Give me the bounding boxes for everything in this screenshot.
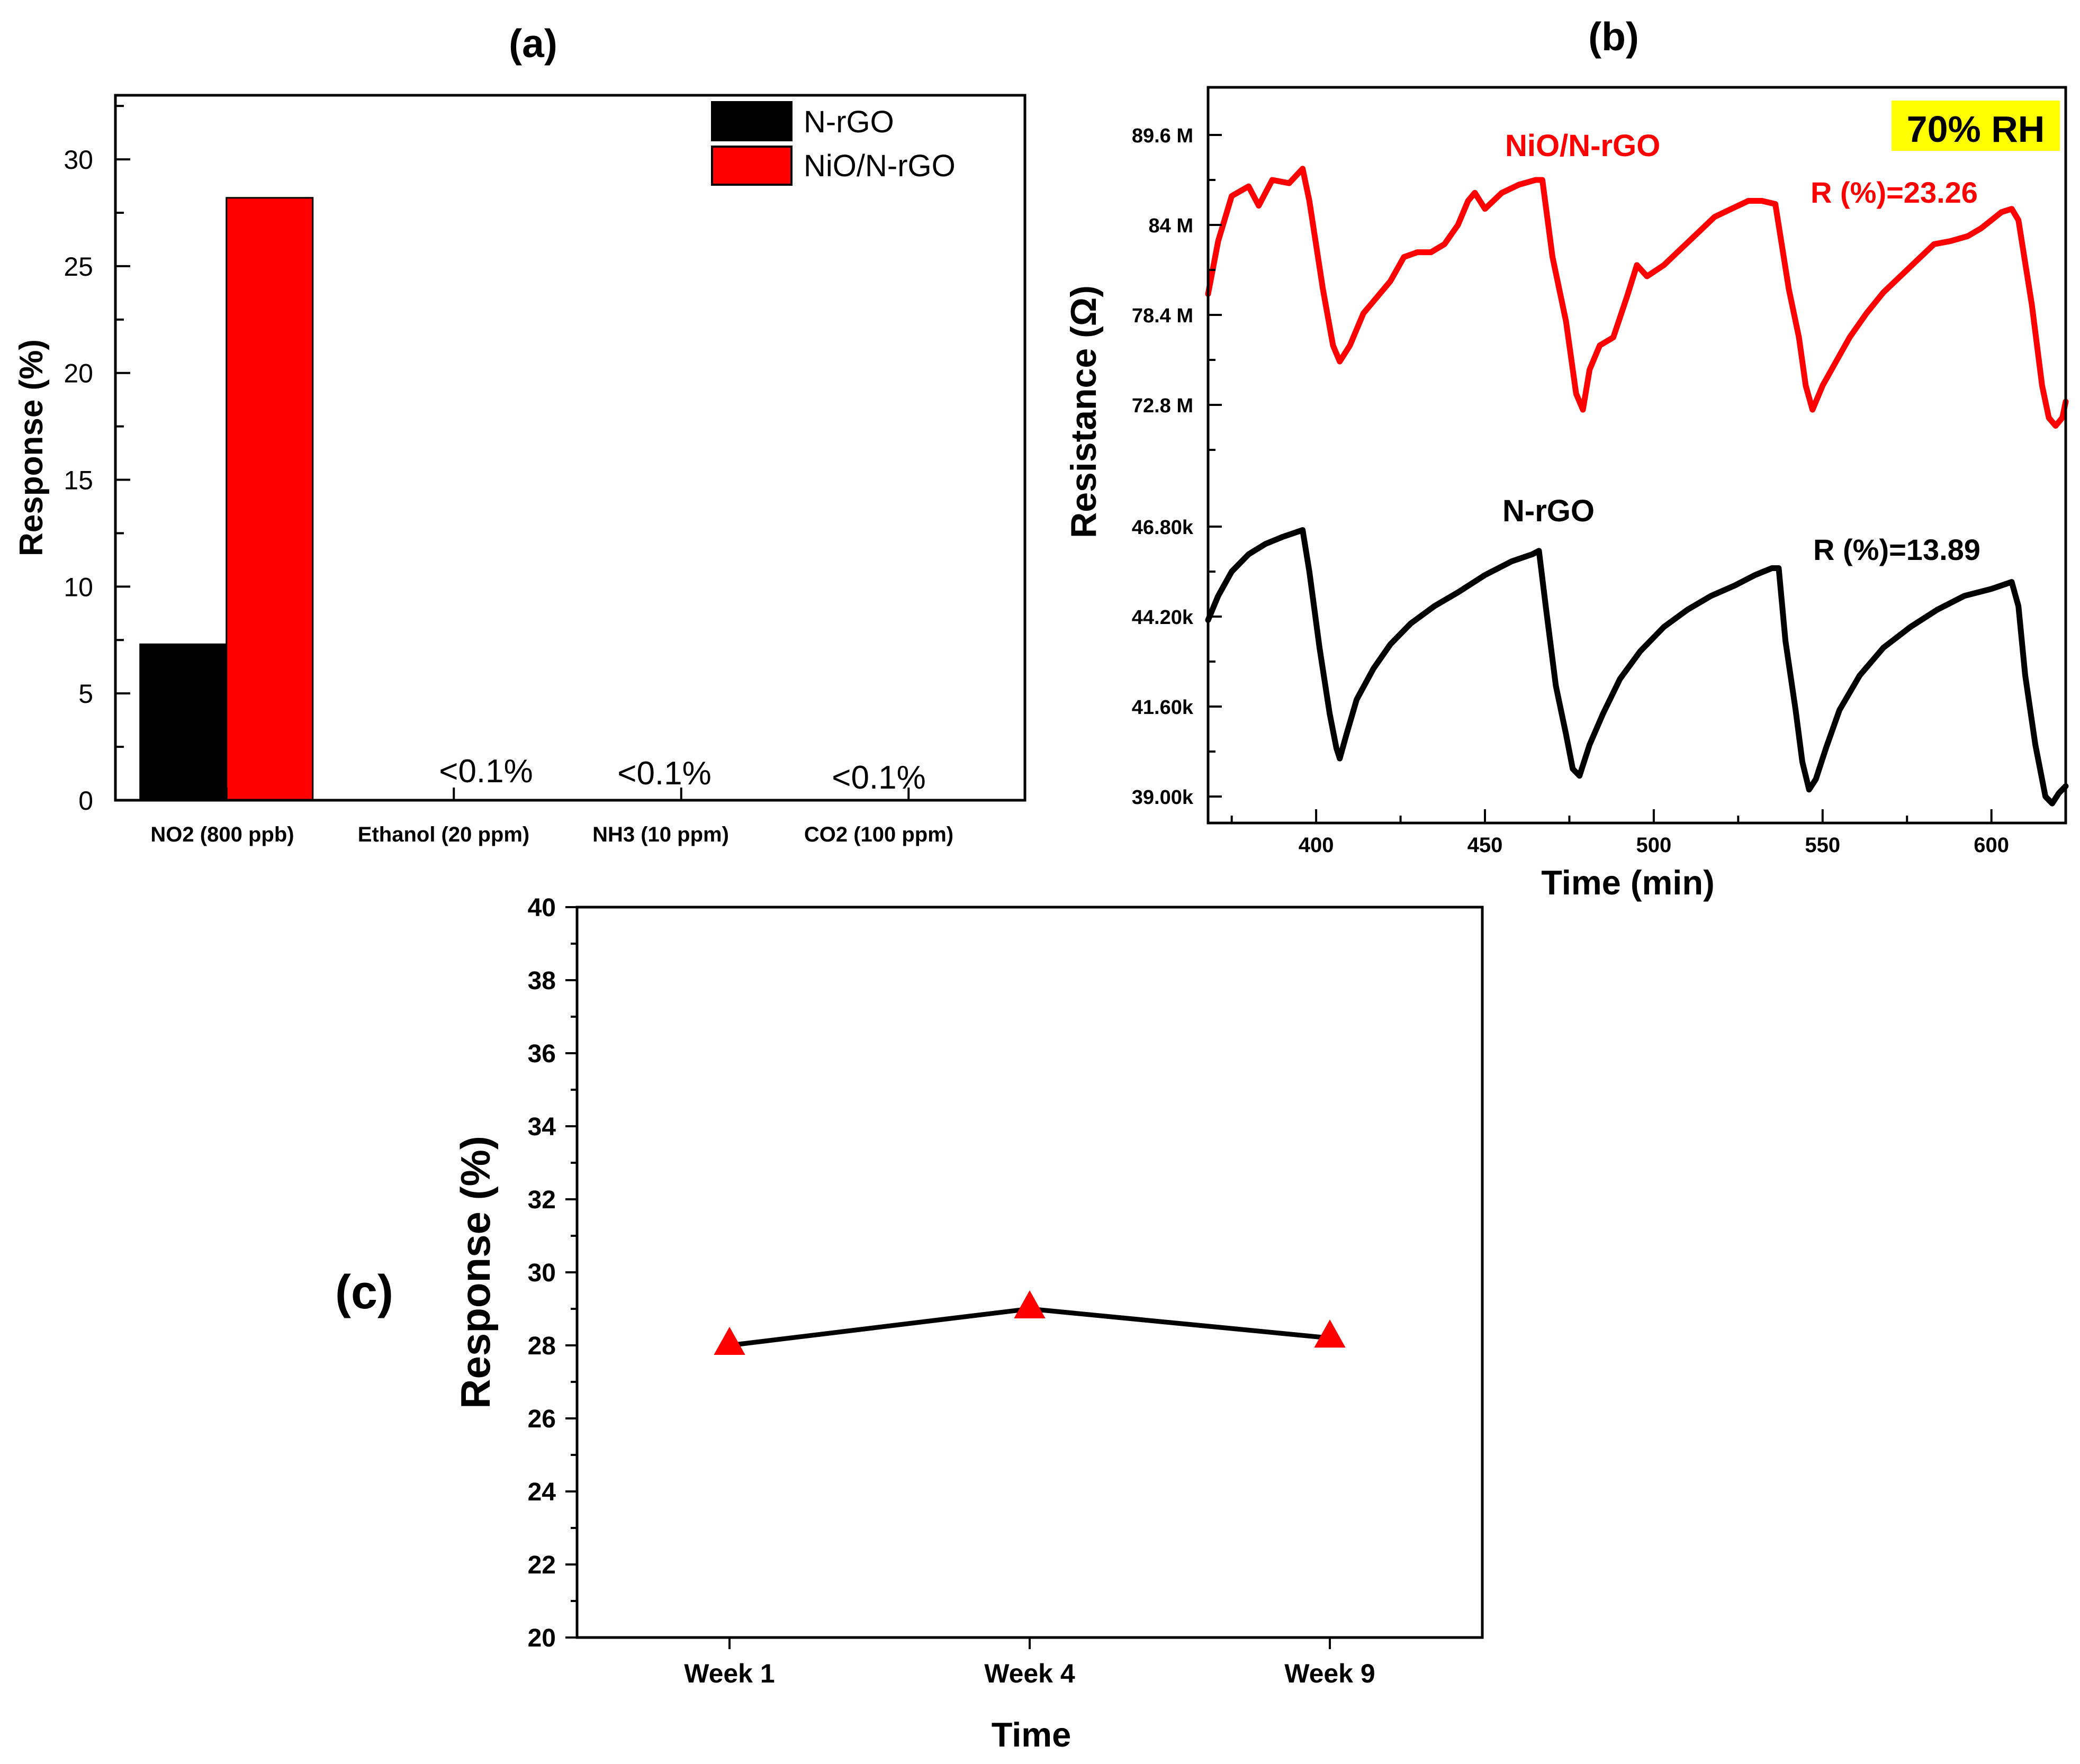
y-tick-label: 44.20k (1132, 607, 1194, 629)
legend-swatch-n-rgo (711, 101, 793, 141)
y-tick-label: 41.60k (1132, 696, 1194, 719)
y-tick-label: 32 (528, 1186, 556, 1214)
annotation-label: <0.1% (617, 755, 712, 792)
panel-b-plot-frame (1206, 86, 2067, 825)
x-tick-label: Week 9 (1284, 1659, 1375, 1688)
panel-a-y-label: Response (%) (13, 339, 50, 556)
panel-a-legend: N-rGO NiO/N-rGO (711, 101, 956, 186)
x-tick-label: Ethanol (20 ppm) (358, 823, 529, 846)
y-tick-label: 30 (64, 145, 93, 175)
legend-swatch-nio (711, 146, 793, 186)
panel-b: (b) 89.6 M 84 M 78.4 M 72.8 M 46.80k 44.20k 41… (1064, 14, 2069, 902)
panel-c-x-axis: Week 1 Week 4 Week 9 (684, 1638, 1375, 1688)
x-tick-label: 400 (1299, 834, 1334, 857)
annotation-label: <0.1% (832, 759, 926, 796)
x-tick-label: 600 (1974, 834, 2009, 857)
panel-c-label: (c) (335, 1266, 393, 1319)
panel-c-plot-frame (575, 906, 1484, 1639)
y-tick-label: 10 (64, 572, 93, 602)
y-tick-label: 34 (528, 1113, 556, 1141)
data-point-marker (1314, 1319, 1346, 1348)
y-tick-label: 30 (528, 1259, 556, 1287)
legend-label-nio: NiO/N-rGO (804, 149, 956, 183)
panel-b-x-axis: 400 450 500 550 600 (1230, 809, 2009, 857)
bar-n-rgo (139, 643, 228, 801)
panel-a-y-axis: 0 5 10 15 20 25 30 (64, 105, 910, 816)
y-tick-label: 78.4 M (1132, 305, 1193, 327)
panel-a-annotations: <0.1% <0.1% <0.1% (439, 753, 926, 796)
y-tick-label: 24 (528, 1478, 556, 1506)
y-tick-label: 0 (78, 786, 93, 816)
series-label-nio: NiO/N-rGO (1505, 129, 1660, 163)
y-tick-label: 15 (64, 466, 93, 495)
x-tick-label: NO2 (800 ppb) (150, 823, 294, 846)
data-point-marker (1014, 1290, 1046, 1318)
x-tick-label: Week 1 (684, 1659, 775, 1688)
response-label-nio: R (%)=23.26 (1811, 176, 1978, 209)
legend-label-n-rgo: N-rGO (804, 105, 894, 139)
y-tick-label: 5 (78, 679, 93, 709)
rh-highlight (1892, 101, 2060, 151)
panel-a-plot-frame (114, 94, 1027, 802)
bar-nio-n-rgo (226, 197, 314, 801)
x-tick-label: NH3 (10 ppm) (592, 823, 729, 846)
y-tick-label: 28 (528, 1332, 556, 1360)
panel-b-x-label: Time (min) (1541, 863, 1714, 902)
panel-c-y-label: Response (%) (452, 1136, 499, 1409)
annotation-label: <0.1% (439, 753, 533, 790)
y-tick-label: 46.80k (1132, 517, 1194, 539)
x-tick-label: 450 (1467, 834, 1503, 857)
panel-c-x-label: Time (992, 1715, 1071, 1754)
series-label-n-rgo: N-rGO (1502, 494, 1595, 528)
x-tick-label: CO2 (100 ppm) (804, 823, 953, 846)
response-label-n-rgo: R (%)=13.89 (1813, 533, 1980, 566)
y-tick-label: 72.8 M (1132, 395, 1193, 417)
line-nio-n-rgo (1205, 166, 2069, 429)
panel-b-lines (1205, 166, 2069, 807)
y-tick-label: 20 (528, 1624, 556, 1652)
y-tick-label: 22 (528, 1551, 556, 1579)
panel-b-y-label: Resistance (Ω) (1064, 285, 1104, 538)
y-tick-label: 89.6 M (1132, 125, 1193, 147)
y-tick-label: 20 (64, 359, 93, 388)
y-tick-label: 38 (528, 967, 556, 995)
x-tick-label: 500 (1636, 834, 1672, 857)
y-tick-label: 39.00k (1132, 786, 1194, 809)
y-tick-label: 36 (528, 1040, 556, 1068)
panel-c-series (714, 1290, 1346, 1355)
x-tick-label: Week 4 (984, 1659, 1075, 1688)
x-tick-label: 550 (1805, 834, 1840, 857)
y-tick-label: 26 (528, 1405, 556, 1433)
panel-b-y-axis: 89.6 M 84 M 78.4 M 72.8 M 46.80k 44.20k 41.60k… (1132, 125, 1222, 809)
y-tick-label: 25 (64, 252, 93, 282)
panel-b-label: (b) (1588, 14, 1639, 59)
y-tick-label: 40 (528, 894, 556, 922)
data-point-marker (714, 1326, 745, 1355)
panel-c-y-axis: 20 22 24 26 28 30 32 34 36 38 40 (528, 894, 577, 1652)
panel-a: (a) 0 5 10 15 20 25 30 Response (%) NO2 (800 p… (13, 21, 1027, 846)
panel-a-x-axis: NO2 (800 ppb) Ethanol (20 ppm) NH3 (10 p… (150, 823, 953, 846)
rh-label: 70% RH (1907, 108, 2045, 150)
panel-a-bars (139, 197, 314, 801)
line-n-rgo (1205, 527, 2069, 807)
y-tick-label: 84 M (1149, 215, 1193, 237)
panel-a-label: (a) (509, 21, 557, 66)
